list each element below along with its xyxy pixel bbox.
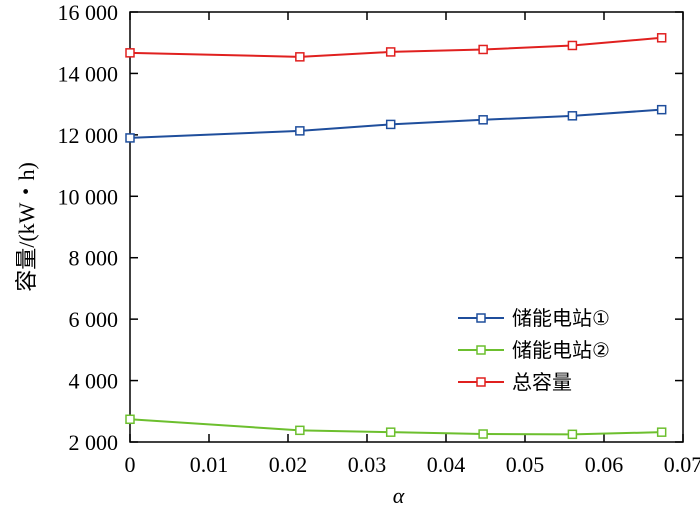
legend-marker: [476, 313, 486, 323]
y-tick-label: 14 000: [58, 61, 119, 86]
series-line: [129, 108, 662, 139]
y-tick-label: 6 000: [69, 307, 119, 332]
legend: 储能电站① 储能电站② 总容量: [458, 306, 610, 394]
data-point: [567, 111, 578, 121]
data-point: [478, 429, 488, 439]
legend-marker: [476, 377, 486, 387]
x-tick-label: 0.01: [190, 452, 229, 477]
plot-frame: [129, 11, 684, 443]
legend-label: 储能电站①: [512, 306, 610, 330]
legend-marker: [476, 345, 486, 355]
data-point: [125, 414, 135, 425]
series-3: [125, 33, 667, 62]
x-tick-label: 0: [125, 452, 136, 477]
data-point: [385, 427, 396, 437]
data-point: [295, 52, 305, 62]
series-2: [125, 414, 667, 440]
data-point: [125, 48, 135, 58]
data-point: [656, 427, 667, 437]
x-tick-label: 0.06: [585, 452, 624, 477]
y-tick-label: 8 000: [69, 246, 119, 271]
data-point: [567, 429, 578, 440]
y-axis-title: 容量/(kW・h): [14, 162, 39, 292]
x-tick-label: 0.05: [506, 452, 545, 477]
data-point: [385, 47, 396, 57]
x-tick-label: 0.04: [427, 452, 466, 477]
data-point: [295, 126, 305, 136]
data-point: [125, 133, 135, 143]
y-tick-label: 16 000: [58, 0, 119, 25]
data-point: [478, 115, 488, 125]
legend-label: 总容量: [512, 370, 572, 394]
series-line: [129, 418, 662, 436]
plot-area: [125, 33, 667, 440]
axes: 2 000 4 000 6 000 8 000 10 000 12 000 14 000 16…: [14, 0, 700, 508]
y-tick-label: 12 000: [58, 123, 119, 148]
series-line: [129, 36, 662, 58]
data-point: [656, 33, 667, 43]
y-tick-label: 10 000: [58, 184, 119, 209]
x-axis-title: α: [393, 483, 405, 508]
data-point: [385, 119, 396, 130]
x-tick-label: 0.02: [269, 452, 308, 477]
legend-item-2: 储能电站②: [458, 338, 610, 362]
y-tick-label: 4 000: [69, 369, 119, 394]
data-point: [478, 44, 488, 55]
legend-item-3: 总容量: [458, 370, 572, 394]
data-point: [295, 425, 305, 436]
x-tick-label: 0.03: [348, 452, 387, 477]
y-tick-label: 2 000: [69, 430, 119, 455]
series-1: [125, 104, 667, 143]
legend-label: 储能电站②: [512, 338, 610, 362]
x-tick-label: 0.07: [664, 452, 700, 477]
data-point: [656, 104, 667, 115]
legend-item-1: 储能电站①: [458, 306, 610, 330]
data-point: [567, 40, 578, 51]
